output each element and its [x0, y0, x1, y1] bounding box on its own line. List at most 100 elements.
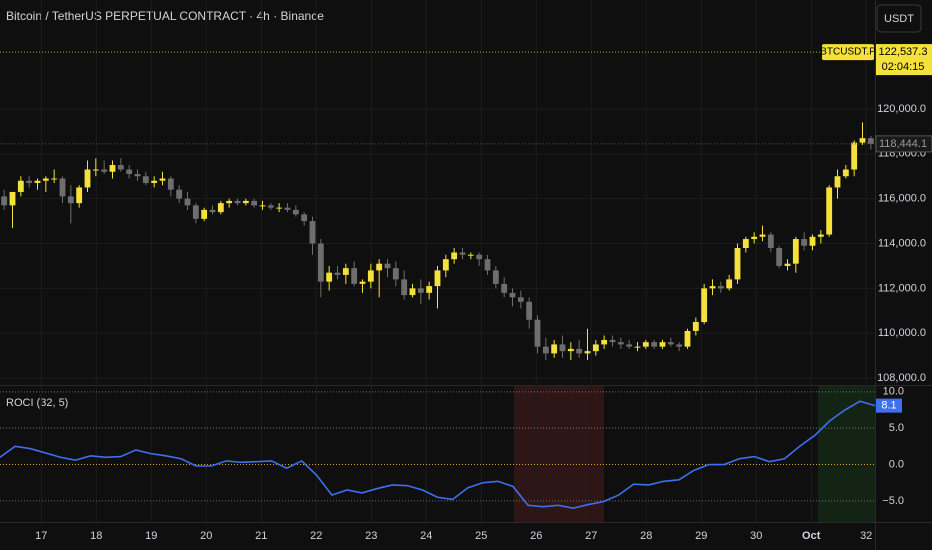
y-tick-label: 0.0 [889, 458, 904, 470]
candle-body [284, 207, 291, 210]
candle-body [92, 169, 99, 171]
candle-body [326, 272, 333, 282]
roc-value-label: 8.1 [881, 400, 896, 412]
candle-body [51, 178, 58, 180]
candle-body [9, 191, 16, 206]
candle-body [292, 209, 299, 215]
candle-body [459, 252, 466, 255]
bearish-zone [514, 386, 604, 522]
x-tick-label: 30 [750, 530, 762, 542]
candle-body [501, 283, 508, 293]
candle-body [567, 348, 574, 352]
candle-body [534, 319, 541, 347]
candle-body [301, 214, 308, 222]
candle-body [59, 178, 66, 197]
x-tick-label: 17 [35, 530, 47, 542]
y-tick-label: 10.0 [883, 386, 904, 398]
candle-body [26, 180, 33, 183]
candle-body [167, 178, 174, 190]
candle-body [709, 286, 716, 289]
candle-body [526, 301, 533, 320]
price-badge [876, 44, 932, 76]
candle-body [592, 344, 599, 352]
x-tick-label: 28 [640, 530, 652, 542]
candle-body [542, 346, 549, 354]
last-price-label: 118,444.1 [879, 138, 927, 150]
indicator-title: ROCI (32, 5) [6, 397, 68, 409]
roc-value-badge [876, 398, 902, 413]
candle-body [176, 189, 183, 199]
candle-body [817, 234, 824, 237]
candle-body [151, 180, 158, 183]
candle-body [367, 270, 374, 282]
x-tick-label: 27 [585, 530, 597, 542]
x-tick-label: 26 [530, 530, 542, 542]
candle-body [67, 196, 74, 204]
candle-body [351, 268, 358, 284]
last-price-badge [875, 135, 932, 153]
x-tick-label: 22 [310, 530, 322, 542]
candle-body [634, 346, 641, 348]
candle-body [584, 351, 591, 354]
candle-body [117, 165, 124, 170]
candle-body [442, 259, 449, 271]
candle-body [401, 279, 408, 296]
candle-body [551, 344, 558, 354]
x-tick-label: 23 [365, 530, 377, 542]
symbol-label: BTCUSDT.P [820, 47, 876, 58]
candle-body [734, 247, 741, 280]
candle-body [651, 342, 658, 347]
currency-button[interactable] [876, 4, 922, 33]
roc-line [0, 400, 876, 509]
candle-body [409, 288, 416, 296]
candle-body [434, 270, 441, 287]
candle-body [809, 236, 816, 246]
candle-body [576, 348, 583, 354]
candle-body [251, 200, 258, 206]
chart-title: Bitcoin / TetherUS PERPETUAL CONTRACT · … [6, 9, 324, 23]
y-tick-label: 114,000.0 [878, 237, 926, 249]
candle-body [484, 259, 491, 271]
symbol-badge [822, 44, 874, 61]
y-tick-label: 120,000.0 [877, 103, 926, 115]
candle-body [826, 187, 833, 235]
candle-body [309, 221, 316, 244]
candle-body [376, 263, 383, 271]
x-tick-label: 21 [255, 530, 267, 542]
candle-body [234, 200, 241, 204]
x-tick-label: 19 [145, 530, 157, 542]
candle-body [617, 342, 624, 345]
candle-body [76, 187, 83, 204]
candle-body [609, 339, 616, 343]
candle-body [276, 207, 283, 209]
candle-body [559, 344, 566, 352]
candle-body [601, 339, 608, 345]
candle-body [209, 209, 216, 213]
y-tick-label: 112,000.0 [878, 282, 926, 294]
candle-body [417, 288, 424, 293]
candle-body [134, 174, 141, 177]
candle-body [267, 205, 274, 208]
candle-body [342, 268, 349, 275]
candle-body [667, 342, 674, 345]
y-tick-label: 110,000.0 [878, 327, 926, 339]
y-tick-label: 5.0 [889, 422, 904, 434]
x-tick-label: 24 [420, 530, 432, 542]
candle-body [184, 198, 191, 206]
countdown-label: 02:04:15 [882, 61, 925, 73]
candle-body [84, 169, 91, 188]
candle-body [359, 281, 366, 284]
candle-body [701, 288, 708, 322]
currency-label[interactable]: USDT [884, 13, 914, 25]
candle-body [517, 297, 524, 302]
candle-body [492, 270, 499, 284]
candle-body [509, 292, 516, 298]
candle-body [867, 138, 874, 144]
current-price-label: 122,537.3 [879, 46, 928, 58]
candle-body [109, 165, 116, 172]
candle-body [792, 239, 799, 264]
candle-body [776, 247, 783, 266]
candle-body [317, 243, 324, 282]
